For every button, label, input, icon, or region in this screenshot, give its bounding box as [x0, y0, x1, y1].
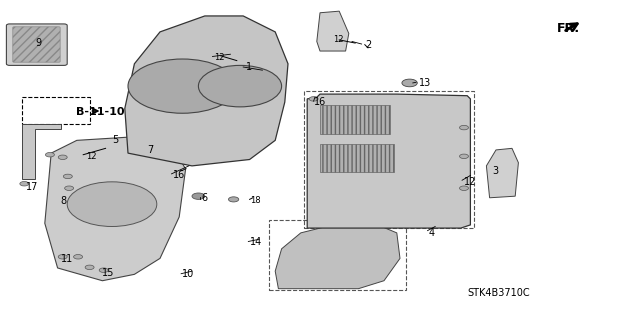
Circle shape: [63, 174, 72, 179]
Text: 15: 15: [102, 268, 115, 278]
Circle shape: [192, 193, 205, 199]
FancyBboxPatch shape: [13, 27, 60, 62]
Polygon shape: [486, 148, 518, 198]
Text: B-11-10: B-11-10: [76, 107, 124, 117]
Circle shape: [58, 255, 67, 259]
Text: 7: 7: [147, 145, 154, 155]
Circle shape: [198, 65, 282, 107]
Bar: [320, 105, 390, 134]
FancyBboxPatch shape: [6, 24, 67, 65]
Circle shape: [460, 125, 468, 130]
Text: FR.: FR.: [557, 22, 580, 35]
Circle shape: [74, 255, 83, 259]
Circle shape: [85, 265, 94, 270]
Circle shape: [309, 97, 318, 101]
Text: 1: 1: [246, 62, 253, 72]
Circle shape: [402, 79, 417, 87]
Text: 16: 16: [173, 170, 185, 181]
Bar: [269, 220, 406, 290]
Polygon shape: [125, 16, 288, 166]
Text: 12: 12: [464, 177, 476, 187]
Text: 14: 14: [250, 237, 262, 248]
Circle shape: [128, 59, 237, 113]
Text: 10: 10: [182, 269, 195, 279]
Text: 6: 6: [202, 193, 208, 203]
Circle shape: [45, 152, 54, 157]
Text: 12: 12: [214, 53, 225, 62]
Text: 11: 11: [61, 254, 73, 264]
Text: 16: 16: [314, 97, 326, 107]
Circle shape: [65, 186, 74, 190]
Polygon shape: [45, 137, 186, 281]
Text: 8: 8: [61, 196, 67, 206]
Text: 3: 3: [493, 166, 499, 176]
Text: 18: 18: [250, 197, 260, 205]
Circle shape: [58, 155, 67, 160]
Text: 12: 12: [86, 152, 97, 161]
Bar: [22, 97, 90, 124]
Polygon shape: [317, 11, 349, 51]
Circle shape: [460, 154, 468, 159]
Text: STK4B3710C: STK4B3710C: [467, 288, 530, 299]
Text: 9: 9: [35, 38, 42, 48]
Bar: [304, 91, 474, 228]
Polygon shape: [275, 225, 400, 289]
Circle shape: [460, 186, 468, 190]
Text: 5: 5: [112, 135, 118, 145]
Circle shape: [67, 182, 157, 226]
Text: 17: 17: [26, 182, 38, 192]
Circle shape: [228, 197, 239, 202]
Text: 4: 4: [429, 228, 435, 238]
Circle shape: [20, 182, 29, 186]
Text: 12: 12: [333, 35, 343, 44]
Text: 2: 2: [365, 40, 371, 50]
Polygon shape: [307, 94, 470, 228]
Circle shape: [99, 268, 108, 272]
Bar: [320, 144, 394, 172]
Text: 13: 13: [419, 78, 431, 88]
Polygon shape: [22, 124, 61, 179]
